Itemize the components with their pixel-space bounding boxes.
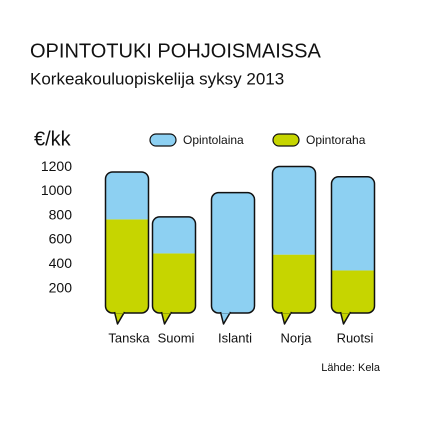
- x-tick-label: Norja: [280, 330, 312, 345]
- y-tick-label: 1000: [41, 182, 72, 198]
- tail-cover: [341, 311, 350, 314]
- bar-tail: [113, 311, 126, 325]
- bar-tail: [280, 311, 293, 325]
- bar-group: [105, 171, 149, 313]
- bar-segment: [152, 253, 196, 313]
- bar-group: [152, 216, 196, 313]
- bar-outline: [210, 191, 256, 314]
- x-tick-label: Ruotsi: [337, 330, 374, 345]
- bar-tail: [339, 311, 352, 325]
- bar-segment: [272, 166, 316, 255]
- bar-outline: [330, 176, 376, 314]
- legend-label: Opintolaina: [183, 133, 244, 147]
- bar-group: [272, 166, 316, 313]
- x-tick-label: Suomi: [158, 330, 195, 345]
- x-tick-label: Tanska: [108, 330, 150, 345]
- tail-cover: [115, 311, 124, 314]
- bar-outline: [104, 171, 150, 314]
- y-tick-label: 800: [49, 206, 73, 222]
- legend-swatch: [149, 133, 177, 147]
- legend-swatch: [272, 133, 300, 147]
- y-tick-label: 400: [49, 255, 73, 271]
- y-axis-label: €/kk: [34, 128, 72, 150]
- bar-segment: [152, 216, 196, 254]
- bar-outline: [151, 216, 197, 314]
- chart-subtitle: Korkeakouluopiskelija syksy 2013: [30, 69, 284, 88]
- bar-group: [211, 192, 255, 313]
- bar-segment: [105, 171, 149, 220]
- y-tick-label: 1200: [41, 158, 72, 174]
- chart-title: OPINTOTUKI POHJOISMAISSA: [30, 40, 321, 62]
- bar-segment: [211, 192, 255, 313]
- tail-cover: [282, 311, 291, 314]
- bar-segment: [272, 254, 316, 313]
- bar-tail: [219, 311, 232, 325]
- x-tick-label: Islanti: [218, 330, 252, 345]
- source: Lähde: Kela: [321, 362, 381, 374]
- bar-segment: [331, 176, 375, 271]
- tail-cover: [162, 311, 171, 314]
- bar-outline: [271, 165, 317, 314]
- y-tick-label: 600: [49, 231, 73, 247]
- bar-group: [331, 176, 375, 313]
- y-tick-label: 200: [49, 279, 73, 295]
- tail-cover: [221, 311, 230, 314]
- bar-segment: [331, 270, 375, 313]
- bar-tail: [160, 311, 173, 325]
- legend-label: Opintoraha: [306, 133, 366, 147]
- bar-segment: [105, 219, 149, 313]
